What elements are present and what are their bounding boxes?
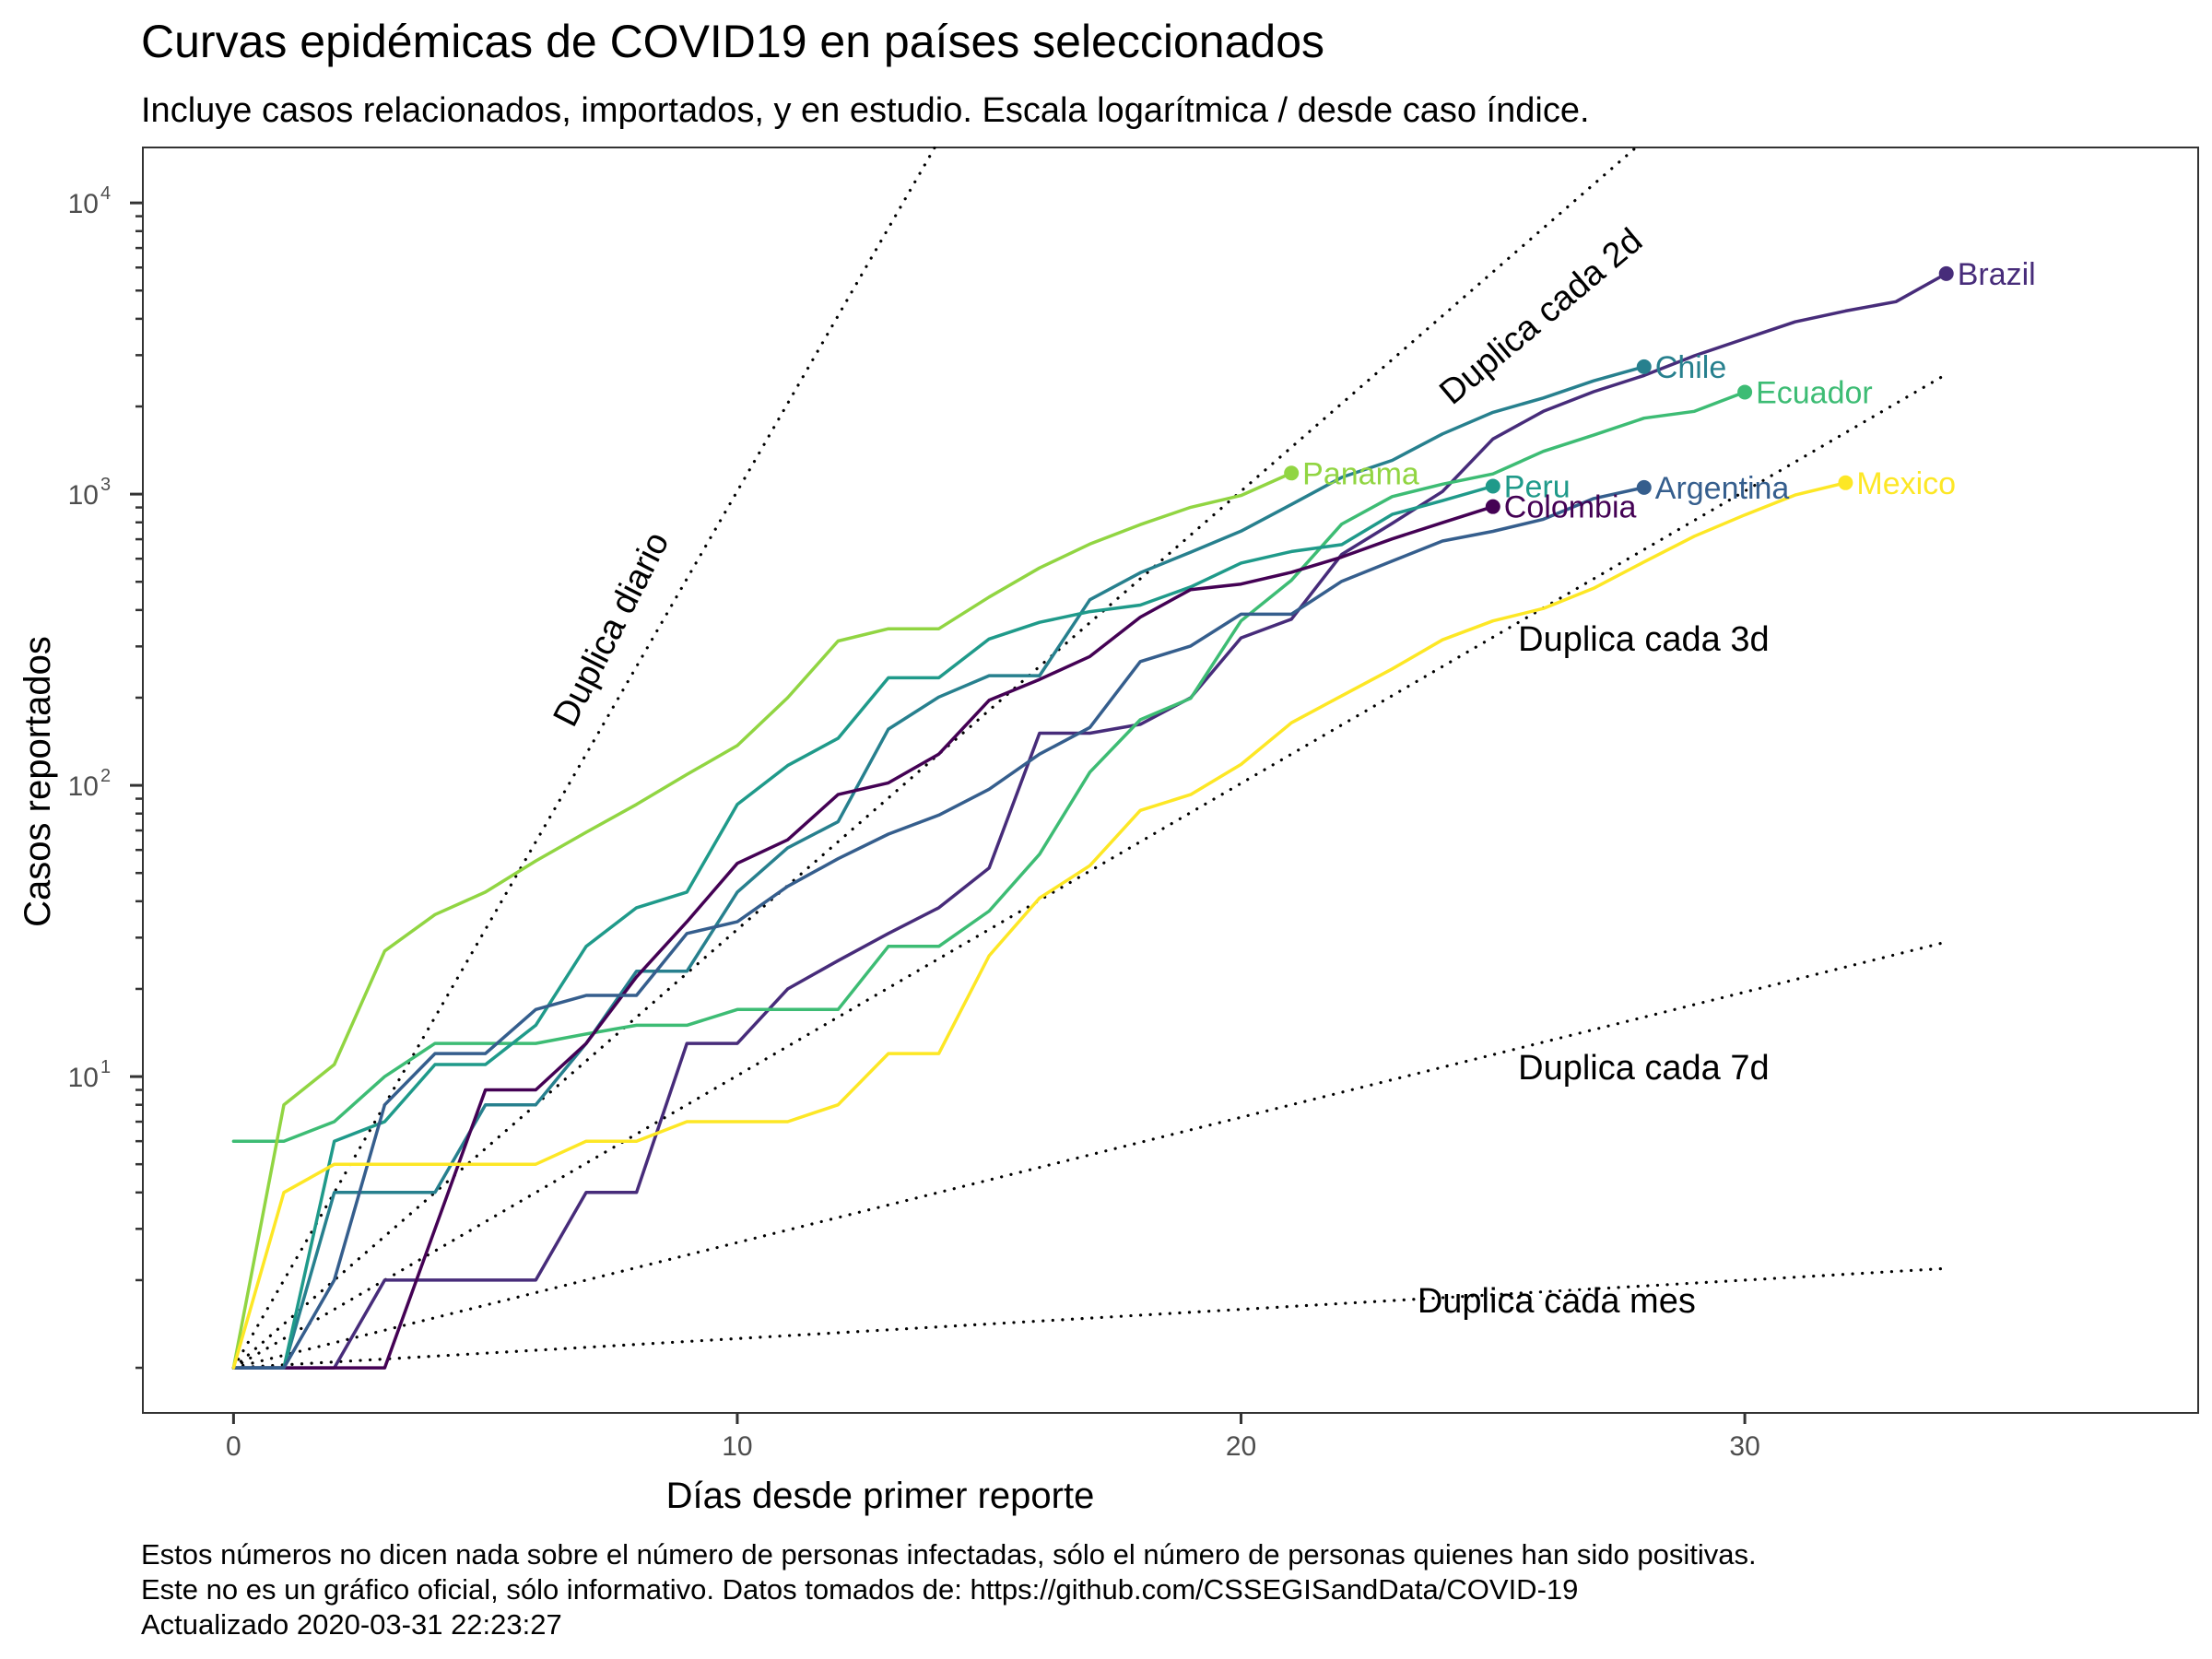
caption-line-2: Este no es un gráfico oficial, sólo info…: [141, 1573, 1578, 1606]
x-tick-label: 30: [1729, 1431, 1759, 1462]
series-endpoint-colombia: [1485, 499, 1500, 514]
reference-line-duplica-cada-3d: [231, 372, 1948, 1370]
series-label-panama: Panama: [1302, 456, 1419, 491]
chart-title: Curvas epidémicas de COVID19 en países s…: [141, 16, 1324, 67]
y-tick-exponent: 3: [100, 475, 111, 495]
series-label-brazil: Brazil: [1958, 257, 2036, 292]
y-tick-label: 10: [68, 189, 99, 219]
reference-label-duplica-cada-mes: Duplica cada mes: [1418, 1282, 1696, 1321]
y-tick-exponent: 4: [100, 183, 111, 204]
series-endpoint-mexico: [1838, 475, 1853, 490]
caption-line-1: Estos números no dicen nada sobre el núm…: [141, 1538, 1757, 1571]
y-tick-exponent: 1: [100, 1057, 111, 1077]
x-tick-label: 20: [1226, 1431, 1256, 1462]
x-axis-title: Días desde primer reporte: [666, 1476, 1095, 1516]
series-line-panama: [231, 471, 1293, 1370]
series-endpoint-brazil: [1938, 265, 1954, 281]
series-endpoint-peru: [1485, 478, 1500, 494]
series-endpoint-panama: [1284, 465, 1300, 481]
x-tick-label: 0: [226, 1431, 241, 1462]
y-tick-label: 10: [68, 480, 99, 511]
series-line-brazil: [231, 272, 1948, 1370]
series-label-colombia: Colombia: [1504, 490, 1637, 525]
y-axis-title: Casos reportados: [18, 636, 58, 927]
y-tick-exponent: 2: [100, 766, 111, 786]
caption-line-3: Actualizado 2020-03-31 22:23:27: [141, 1608, 562, 1641]
x-tick-label: 10: [722, 1431, 752, 1462]
reference-label-duplica-cada-7d: Duplica cada 7d: [1518, 1049, 1770, 1088]
series-line-colombia: [231, 504, 1495, 1370]
series-line-mexico: [231, 481, 1848, 1370]
chart-subtitle: Incluye casos relacionados, importados, …: [141, 91, 1590, 130]
y-tick-label: 10: [68, 771, 99, 802]
series-label-peru: Peru: [1504, 469, 1571, 504]
series-label-mexico: Mexico: [1856, 466, 1956, 501]
series-label-chile: Chile: [1655, 350, 1726, 385]
series-endpoint-argentina: [1636, 479, 1652, 495]
plot-panel: [142, 147, 2199, 1414]
series-line-argentina: [231, 486, 1646, 1370]
series-line-ecuador: [231, 390, 1747, 1143]
y-tick-label: 10: [68, 1063, 99, 1093]
x-axis: 0 10 20 30: [143, 1412, 2198, 1462]
reference-label-duplica-cada-3d: Duplica cada 3d: [1518, 620, 1770, 659]
reference-line-duplica-cada-7d: [231, 940, 1948, 1370]
series-endpoint-chile: [1636, 359, 1652, 374]
series-label-ecuador: Ecuador: [1756, 375, 1873, 410]
series-line-peru: [231, 484, 1495, 1370]
series-endpoint-ecuador: [1737, 384, 1753, 400]
series-label-argentina: Argentina: [1655, 471, 1790, 506]
